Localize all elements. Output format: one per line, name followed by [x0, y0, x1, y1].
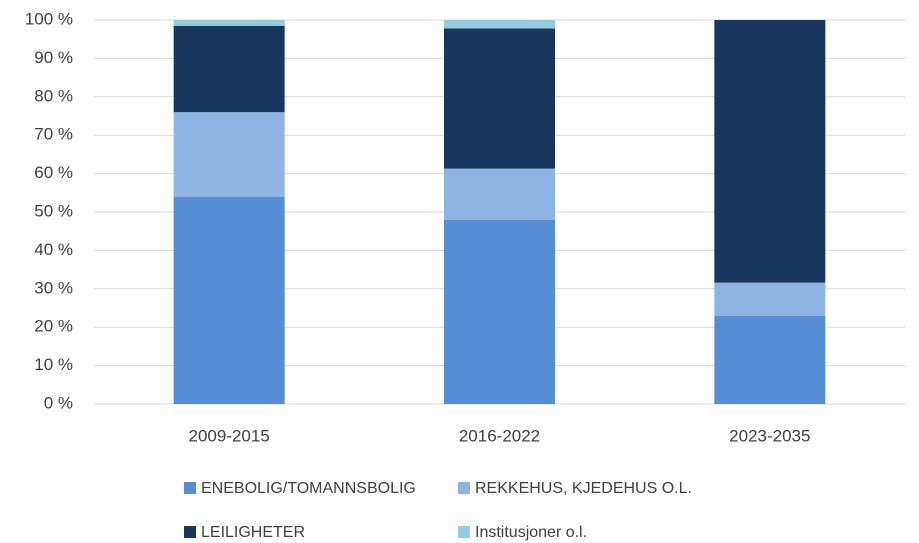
bar-segment [714, 315, 826, 404]
x-tick-label: 2009-2015 [189, 426, 270, 445]
bar-segment [714, 282, 826, 316]
x-tick-label: 2016-2022 [459, 426, 540, 445]
y-tick-label: 60 % [34, 163, 73, 182]
y-tick-label: 30 % [34, 278, 73, 297]
legend-swatch [458, 482, 470, 494]
bar-segment [173, 25, 285, 113]
legend-swatch [184, 482, 196, 494]
y-tick-label: 100 % [25, 9, 73, 28]
bar-segment [444, 219, 555, 404]
bar-segment [173, 196, 285, 404]
bar-segment [444, 168, 555, 220]
legend-label: ENEBOLIG/TOMANNSBOLIG [201, 480, 416, 497]
bar-segment [714, 20, 826, 283]
bar-segment [173, 112, 285, 197]
legend-swatch [458, 526, 470, 538]
legend-label: LEILIGHETER [201, 524, 305, 541]
y-tick-label: 50 % [34, 201, 73, 220]
bar-segment [444, 28, 555, 169]
bar-segment [173, 20, 285, 26]
legend: ENEBOLIG/TOMANNSBOLIG REKKEHUS, KJEDEHUS … [184, 480, 692, 541]
y-tick-label: 10 % [34, 355, 73, 374]
bar-segment [444, 20, 555, 29]
legend-label: REKKEHUS, KJEDEHUS O.L. [475, 480, 692, 497]
x-tick-label: 2023-2035 [729, 426, 810, 445]
legend-swatch [184, 526, 196, 538]
y-tick-label: 70 % [34, 125, 73, 144]
legend-label: Institusjoner o.l. [475, 524, 587, 541]
y-tick-label: 80 % [34, 86, 73, 105]
y-tick-label: 90 % [34, 48, 73, 67]
y-tick-label: 0 % [44, 393, 73, 412]
y-tick-label: 20 % [34, 317, 73, 336]
y-tick-label: 40 % [34, 240, 73, 259]
